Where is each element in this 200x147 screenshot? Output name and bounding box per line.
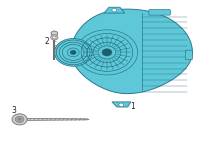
Circle shape (119, 103, 124, 107)
Polygon shape (51, 31, 57, 36)
Text: 2: 2 (45, 37, 50, 46)
Circle shape (12, 114, 27, 125)
Text: 3: 3 (11, 106, 16, 115)
Circle shape (15, 116, 24, 123)
Polygon shape (71, 9, 192, 94)
Circle shape (54, 39, 92, 66)
Polygon shape (112, 102, 131, 107)
Circle shape (102, 49, 112, 56)
Polygon shape (27, 118, 89, 120)
FancyBboxPatch shape (185, 50, 192, 60)
Circle shape (67, 48, 79, 57)
Polygon shape (104, 7, 125, 13)
Circle shape (76, 30, 138, 75)
Circle shape (53, 36, 56, 39)
FancyBboxPatch shape (149, 10, 170, 15)
Text: 1: 1 (130, 102, 135, 111)
Circle shape (70, 50, 76, 55)
Circle shape (51, 35, 58, 40)
Circle shape (112, 8, 117, 12)
